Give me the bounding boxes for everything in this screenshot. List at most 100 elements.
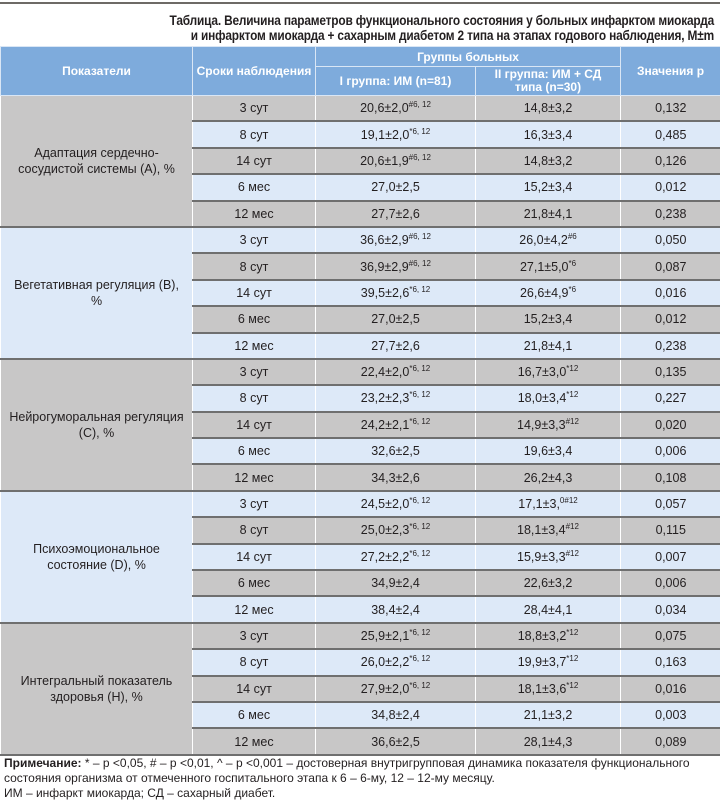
group2-value: 19,6±3,4 <box>523 444 573 459</box>
group1-value: 22,4±2,0 <box>360 365 410 380</box>
period-cell: 12 мес <box>192 464 316 492</box>
group2-cell: 28,4±4,1 <box>474 596 621 624</box>
group1-cell: 27,9±2,0*6, 12 <box>315 675 476 703</box>
group1-value: 27,0±2,5 <box>371 180 420 195</box>
group1-value: 24,5±2,0 <box>360 497 410 512</box>
table-row: Психоэмоциональное состояние (D), % 3 сут… <box>0 490 720 624</box>
group1-cell: 27,7±2,6 <box>315 200 476 228</box>
p-value-cell: 0,485 <box>620 121 720 149</box>
p-value-cell: 0,238 <box>620 332 720 360</box>
group1-value: 36,6±2,5 <box>371 734 420 749</box>
group2-significance: *6 <box>568 284 577 294</box>
p-value-cell: 0,135 <box>620 358 720 387</box>
table-note: Примечание: * – р <0,05, # – р <0,01, ^ … <box>4 756 716 801</box>
table-row: 14 сут 27,2±2,2*6, 12 15,9±3,3#12 0,007 <box>1 543 720 572</box>
group2-cell: 19,9±3,7*12 <box>474 649 621 677</box>
group1-significance: *6, 12 <box>409 548 431 558</box>
group1-cell: 25,9±2,1*6, 12 <box>315 622 476 651</box>
group1-significance: *6, 12 <box>409 390 431 400</box>
table-row: 6 мес 34,9±2,4 22,6±3,2 0,006 <box>1 570 720 598</box>
period-cell: 8 сут <box>192 649 316 677</box>
group1-significance: *6, 12 <box>409 284 431 294</box>
table-row: Адаптация сердечно-сосудистой системы (А… <box>0 95 720 228</box>
group1-significance: #6, 12 <box>408 152 431 162</box>
group2-cell: 22,6±3,2 <box>474 570 621 598</box>
col-indicator: Показатели <box>0 46 193 96</box>
table-row: Интегральный показатель здоровья (Н), % 3… <box>0 622 720 756</box>
group2-value: 22,6±3,2 <box>523 576 573 591</box>
group2-value: 15,2±3,4 <box>523 180 573 195</box>
group1-value: 27,7±2,6 <box>371 338 420 353</box>
group1-cell: 27,7±2,6 <box>315 332 476 360</box>
group2-cell: 17,1±3,0#12 <box>474 490 621 519</box>
p-value-cell: 0,163 <box>620 649 720 677</box>
group2-value: 18,1±3,4 <box>517 523 566 538</box>
p-value-cell: 0,003 <box>620 701 720 730</box>
group1-value: 19,1±2,0 <box>360 127 410 142</box>
period-cell: 3 сут <box>192 358 316 387</box>
table-row: 12 мес 27,7±2,6 21,8±4,1 0,238 <box>1 200 720 228</box>
group1-cell: 24,5±2,0*6, 12 <box>315 490 476 519</box>
col-period: Сроки наблюдения <box>192 46 316 96</box>
period-cell: 14 сут <box>192 675 316 703</box>
group1-value: 25,9±2,1 <box>360 629 410 643</box>
period-cell: 6 мес <box>192 701 316 730</box>
group2-cell: 16,7±3,0*12 <box>474 358 621 387</box>
note-text: * – р <0,05, # – р <0,01, ^ – р <0,001 –… <box>4 756 690 785</box>
table-row: 6 мес 34,8±2,4 21,1±3,2 0,003 <box>1 701 720 730</box>
period-cell: 3 сут <box>192 226 316 255</box>
group2-significance: 0#12 <box>559 496 578 506</box>
group2-value: 17,1±3, <box>518 497 560 512</box>
p-value-cell: 0,006 <box>620 438 720 466</box>
group2-cell: 14,8±3,2 <box>474 95 621 123</box>
p-value-cell: 0,126 <box>620 147 720 176</box>
col-p: Значения р <box>620 46 720 96</box>
group2-cell: 21,1±3,2 <box>474 701 621 730</box>
group1-significance: *6, 12 <box>409 364 431 374</box>
group2-value: 15,9±3,3 <box>517 549 566 564</box>
table-row: Вегетативная регуляция (В), % 3 сут 36,6±2… <box>0 226 720 360</box>
group1-cell: 27,0±2,5 <box>315 306 476 334</box>
group1-cell: 34,3±2,6 <box>315 464 476 492</box>
group1-cell: 26,0±2,2*6, 12 <box>315 649 476 677</box>
p-value-cell: 0,012 <box>620 306 720 334</box>
table-row: 12 мес 27,7±2,6 21,8±4,1 0,238 <box>1 332 720 360</box>
group2-value: 14,9±3,3 <box>517 417 566 432</box>
period-cell: 14 сут <box>192 279 316 308</box>
group2-cell: 26,0±4,2#6 <box>474 226 621 255</box>
group1-significance: *6, 12 <box>409 680 431 690</box>
group1-value: 24,2±2,1 <box>360 417 410 432</box>
group1-cell: 19,1±2,0*6, 12 <box>315 121 476 149</box>
indicator-label: Адаптация сердечно-сосудистой системы (А… <box>0 95 193 228</box>
group2-cell: 18,0±3,4*12 <box>474 385 621 413</box>
group1-value: 20,6±2,0 <box>360 101 409 116</box>
period-cell: 12 мес <box>192 200 316 228</box>
group2-cell: 19,6±3,4 <box>474 438 621 466</box>
group2-value: 28,1±4,3 <box>523 734 573 749</box>
group1-value: 38,4±2,4 <box>371 602 420 617</box>
period-cell: 14 сут <box>192 411 316 440</box>
table-row: 14 сут 24,2±2,1*6, 12 14,9±3,3#12 0,020 <box>1 411 720 440</box>
group2-cell: 14,8±3,2 <box>474 147 621 176</box>
period-cell: 12 мес <box>192 728 316 756</box>
group1-cell: 20,6±1,9#6, 12 <box>315 147 476 176</box>
group1-cell: 20,6±2,0#6, 12 <box>315 95 476 123</box>
group1-value: 39,5±2,6 <box>360 285 410 300</box>
group2-significance: #12 <box>565 416 579 426</box>
group1-cell: 24,2±2,1*6, 12 <box>315 411 476 440</box>
group2-cell: 26,6±4,9*6 <box>474 279 621 308</box>
group2-value: 26,0±4,2 <box>519 233 568 248</box>
group2-cell: 15,9±3,3#12 <box>474 543 621 572</box>
group2-cell: 15,2±3,4 <box>474 306 621 334</box>
group2-significance: *12 <box>566 654 579 664</box>
group1-significance: #6, 12 <box>408 232 431 242</box>
table-row: 6 мес 27,0±2,5 15,2±3,4 0,012 <box>1 174 720 202</box>
group2-value: 16,7±3,0 <box>517 365 567 380</box>
table-row: 14 сут 20,6±1,9#6, 12 14,8±3,2 0,126 <box>1 147 720 176</box>
group1-value: 27,9±2,0 <box>360 681 410 696</box>
period-cell: 12 мес <box>192 596 316 624</box>
group2-value: 26,6±4,9 <box>519 285 569 300</box>
note-label: Примечание: <box>4 756 82 770</box>
group2-cell: 18,8±3,2*12 <box>474 622 621 651</box>
group2-value: 28,4±4,1 <box>523 602 573 617</box>
